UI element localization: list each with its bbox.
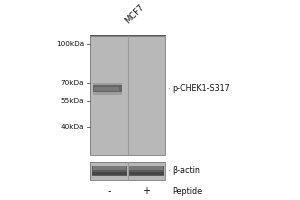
Bar: [128, 172, 164, 175]
Text: 100kDa: 100kDa: [56, 41, 84, 47]
Text: -: -: [107, 186, 110, 196]
Bar: [128, 36, 165, 155]
Bar: [90, 162, 165, 180]
Text: 70kDa: 70kDa: [61, 80, 84, 86]
Bar: [94, 87, 119, 91]
Text: 55kDa: 55kDa: [61, 98, 84, 104]
Bar: [128, 162, 165, 180]
Bar: [93, 85, 122, 92]
Bar: [128, 166, 164, 176]
Bar: [92, 172, 127, 175]
Bar: [90, 162, 128, 180]
Text: p-CHEK1-S317: p-CHEK1-S317: [172, 84, 230, 93]
Bar: [93, 83, 122, 95]
Bar: [129, 166, 163, 170]
Bar: [90, 36, 128, 155]
Bar: [92, 166, 127, 176]
Text: β-actin: β-actin: [172, 166, 200, 175]
Bar: [90, 36, 165, 155]
Text: MCF7: MCF7: [123, 2, 146, 25]
Text: Peptide: Peptide: [172, 187, 203, 196]
Bar: [93, 166, 126, 170]
Text: +: +: [142, 186, 150, 196]
Text: 40kDa: 40kDa: [61, 124, 84, 130]
